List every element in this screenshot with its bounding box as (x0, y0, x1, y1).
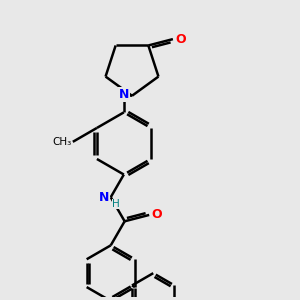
Text: O: O (176, 33, 186, 46)
Text: N: N (99, 191, 109, 204)
Text: O: O (152, 208, 162, 221)
Text: CH₃: CH₃ (52, 137, 71, 147)
Text: N: N (118, 88, 129, 101)
Text: H: H (112, 199, 120, 209)
